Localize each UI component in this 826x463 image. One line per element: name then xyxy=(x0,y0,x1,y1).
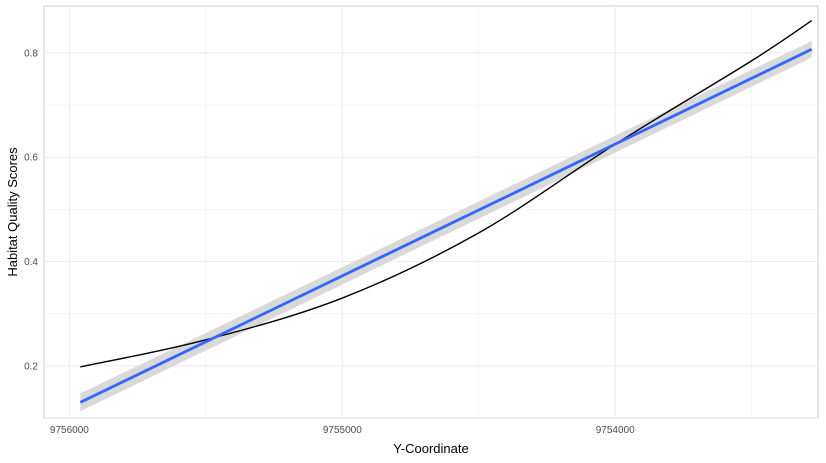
y-tick-label: 0.4 xyxy=(24,257,38,268)
x-tick-label: 9755000 xyxy=(323,425,362,436)
x-axis-title: Y-Coordinate xyxy=(393,441,468,456)
grid-layer xyxy=(44,6,818,419)
y-tick-label: 0.8 xyxy=(24,48,38,59)
x-tick-label: 9756000 xyxy=(50,425,89,436)
tick-layer: 0.2 0.4 0.6 0.8 9756000 9755000 9754000 xyxy=(24,48,635,436)
y-axis-title: Habitat Quality Scores xyxy=(5,147,20,277)
y-tick-label: 0.2 xyxy=(24,361,38,372)
y-tick-label: 0.6 xyxy=(24,153,38,164)
curve-line xyxy=(80,20,813,368)
data-layer xyxy=(79,20,813,412)
linear-fit-line xyxy=(79,48,813,404)
x-tick-label: 9754000 xyxy=(596,425,635,436)
